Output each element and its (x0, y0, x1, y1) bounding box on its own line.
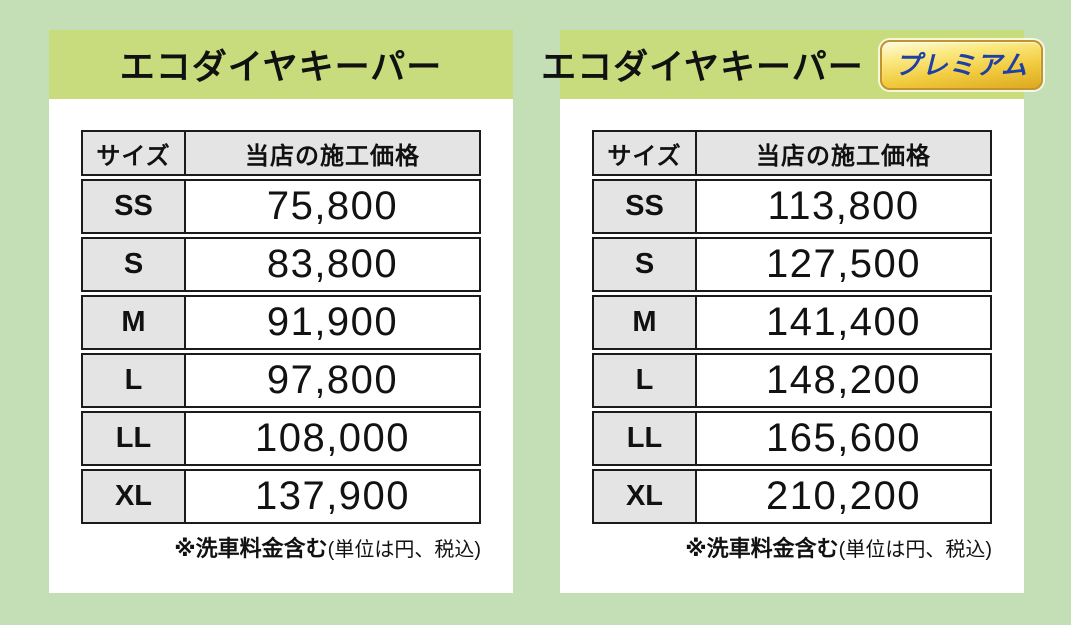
size-label: L (635, 364, 654, 396)
price-cell: 148,200 (697, 355, 990, 406)
table-row: M 141,400 (592, 295, 992, 350)
price-cell: 165,600 (697, 413, 990, 464)
panel-eco-diamond-keeper-premium: エコダイヤキーパー プレミアム サイズ 当店の施工価格 SS 113,800 S… (541, 30, 1043, 593)
price-cell: 141,400 (697, 297, 990, 348)
price-cell: 75,800 (186, 181, 479, 232)
price-value: 91,900 (266, 300, 399, 344)
size-label: SS (625, 190, 664, 222)
panel-header-band: エコダイヤキーパー (49, 30, 513, 99)
footnote: ※洗車料金含む(単位は円、税込) (81, 531, 481, 563)
price-value: 137,900 (254, 474, 411, 518)
price-cell: 91,900 (186, 297, 479, 348)
size-cell: XL (83, 471, 186, 522)
table-row: LL 165,600 (592, 411, 992, 466)
size-label: XL (625, 480, 664, 512)
size-header-label: サイズ (607, 142, 682, 170)
panel-eco-diamond-keeper: エコダイヤキーパー サイズ 当店の施工価格 SS 75,800 S 83,800… (49, 30, 513, 593)
size-cell: SS (83, 181, 186, 232)
size-label: S (634, 248, 655, 280)
size-cell: XL (594, 471, 697, 522)
footnote-bold-text: ※洗車料金含む (685, 536, 839, 561)
table-row: M 91,900 (81, 295, 481, 350)
price-table: サイズ 当店の施工価格 SS 113,800 S 127,500 M 141,4… (592, 130, 992, 524)
price-cell: 137,900 (186, 471, 479, 522)
size-cell: M (594, 297, 697, 348)
price-value: 148,200 (765, 358, 922, 402)
table-row: SS 113,800 (592, 179, 992, 234)
size-cell: SS (594, 181, 697, 232)
table-row: L 97,800 (81, 353, 481, 408)
price-cell: 97,800 (186, 355, 479, 406)
price-cell: 210,200 (697, 471, 990, 522)
table-row: LL 108,000 (81, 411, 481, 466)
panel-title: エコダイヤキーパー (119, 48, 443, 87)
table-row: SS 75,800 (81, 179, 481, 234)
header-cell-size: サイズ (594, 132, 697, 174)
premium-badge: プレミアム (879, 39, 1043, 90)
price-value: 83,800 (266, 242, 399, 286)
footnote-bold-text: ※洗車料金含む (174, 536, 328, 561)
size-cell: S (594, 239, 697, 290)
size-cell: LL (594, 413, 697, 464)
price-value: 165,600 (765, 416, 922, 460)
header-cell-price: 当店の施工価格 (697, 132, 990, 174)
size-label: LL (626, 422, 663, 454)
table-row: L 148,200 (592, 353, 992, 408)
price-value: 127,500 (765, 242, 922, 286)
size-label: M (632, 306, 657, 338)
size-label: M (121, 306, 146, 338)
size-label: S (123, 248, 144, 280)
size-cell: S (83, 239, 186, 290)
size-cell: M (83, 297, 186, 348)
price-cell: 83,800 (186, 239, 479, 290)
price-value: 141,400 (765, 300, 922, 344)
header-cell-price: 当店の施工価格 (186, 132, 479, 174)
table-row: S 127,500 (592, 237, 992, 292)
price-header-label: 当店の施工価格 (245, 142, 420, 170)
premium-badge-label: プレミアム (894, 49, 1028, 80)
size-label: LL (115, 422, 152, 454)
table-row: S 83,800 (81, 237, 481, 292)
size-cell: L (83, 355, 186, 406)
footnote-normal-text: (単位は円、税込) (838, 539, 992, 561)
price-value: 210,200 (765, 474, 922, 518)
price-value: 108,000 (254, 416, 411, 460)
header-cell-size: サイズ (83, 132, 186, 174)
price-value: 75,800 (266, 184, 399, 228)
price-value: 97,800 (266, 358, 399, 402)
table-header-row: サイズ 当店の施工価格 (592, 130, 992, 176)
size-label: XL (114, 480, 153, 512)
price-header-label: 当店の施工価格 (756, 142, 931, 170)
panel-header-band: エコダイヤキーパー プレミアム (541, 30, 1043, 99)
price-table: サイズ 当店の施工価格 SS 75,800 S 83,800 M 91,900 … (81, 130, 481, 524)
footnote-normal-text: (単位は円、税込) (327, 539, 481, 561)
table-row: XL 210,200 (592, 469, 992, 524)
price-value: 113,800 (767, 184, 920, 228)
table-row: XL 137,900 (81, 469, 481, 524)
price-cell: 113,800 (697, 181, 990, 232)
size-cell: LL (83, 413, 186, 464)
price-cell: 127,500 (697, 239, 990, 290)
size-label: SS (114, 190, 153, 222)
size-cell: L (594, 355, 697, 406)
size-label: L (124, 364, 143, 396)
footnote: ※洗車料金含む(単位は円、税込) (592, 531, 992, 563)
size-header-label: サイズ (96, 142, 171, 170)
table-header-row: サイズ 当店の施工価格 (81, 130, 481, 176)
panel-title: エコダイヤキーパー (541, 48, 864, 87)
price-cell: 108,000 (186, 413, 479, 464)
